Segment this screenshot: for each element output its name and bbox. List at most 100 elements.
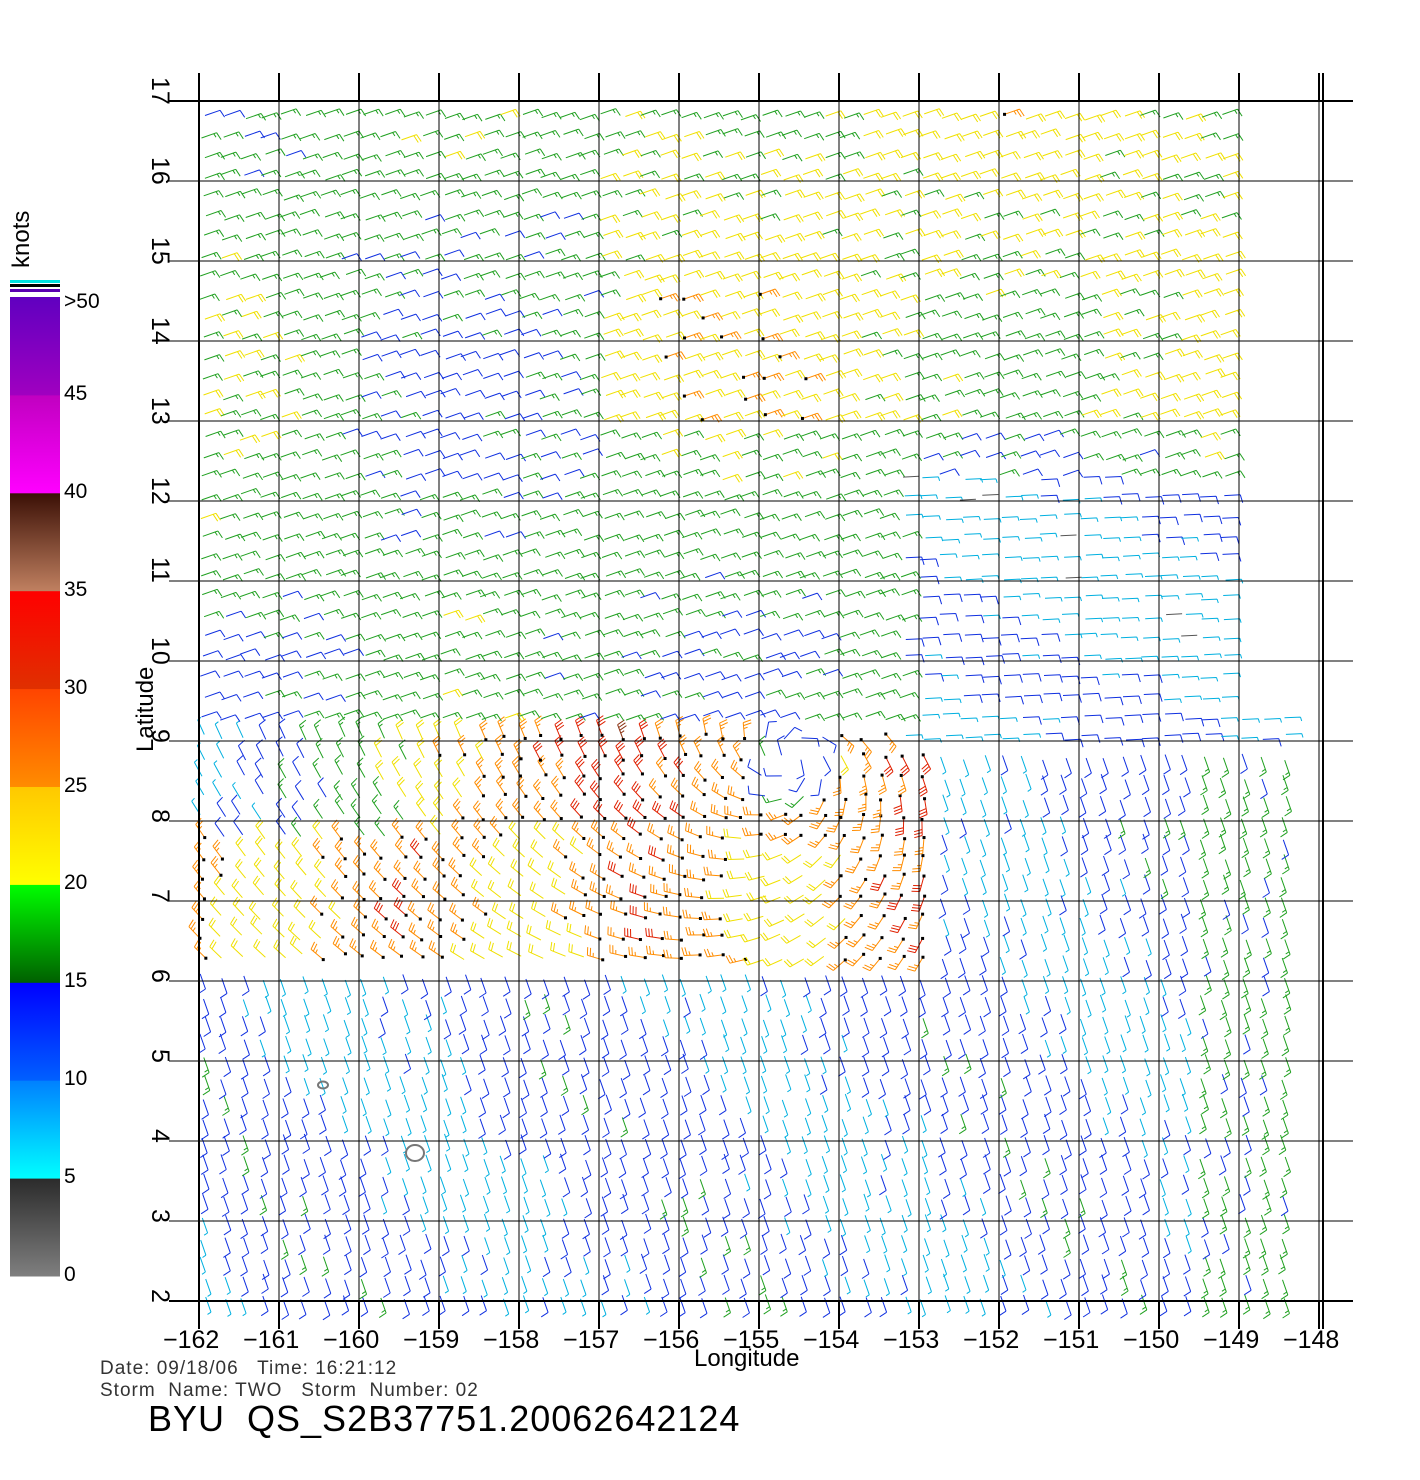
wind-barb <box>843 609 864 618</box>
wind-barb <box>684 1015 691 1034</box>
wind-barb <box>482 608 504 616</box>
wind-barb <box>1023 1137 1031 1158</box>
wind-barb <box>201 1217 209 1236</box>
wind-barb <box>901 1258 908 1277</box>
wind-barb <box>878 774 887 796</box>
wind-barb <box>239 590 261 599</box>
wind-barb-dot <box>883 892 887 896</box>
wind-barb <box>945 193 966 203</box>
wind-barb <box>445 1154 452 1173</box>
wind-barb <box>279 614 301 622</box>
wind-barb <box>904 189 926 199</box>
wind-barb <box>862 958 881 972</box>
wind-barb <box>522 1295 530 1314</box>
wind-barb-dot <box>461 816 465 820</box>
wind-barb <box>380 492 402 501</box>
wind-barb <box>424 1135 431 1154</box>
wind-barb <box>405 652 426 661</box>
wind-barb <box>740 1036 747 1055</box>
wind-barb <box>657 738 668 759</box>
wind-barb <box>960 449 981 458</box>
wind-barb <box>867 915 885 930</box>
wind-barb <box>1022 673 1042 682</box>
latitude-tick-label: 6 <box>146 969 174 983</box>
wind-barb <box>1019 1156 1028 1177</box>
wind-barb <box>603 1237 611 1258</box>
wind-barb <box>819 354 841 363</box>
wind-barb <box>1105 189 1127 199</box>
wind-barb <box>1043 228 1064 238</box>
wind-barb <box>583 534 605 542</box>
wind-barb <box>921 254 942 263</box>
wind-barb <box>840 755 849 776</box>
wind-barb <box>710 803 727 819</box>
longitude-tick-label: −162 <box>163 1326 220 1354</box>
wind-barb <box>1119 1055 1127 1074</box>
wind-barb <box>524 651 546 659</box>
wind-barb <box>944 576 963 582</box>
wind-barb <box>885 733 897 754</box>
wind-barb-dot <box>823 833 827 837</box>
wind-barb-dot <box>460 836 464 840</box>
wind-barb <box>824 648 845 657</box>
wind-barb <box>1018 1013 1027 1035</box>
wind-barb <box>385 291 406 299</box>
wind-barb <box>1079 1018 1087 1037</box>
wind-barb <box>841 410 862 420</box>
wind-barb <box>780 533 801 542</box>
wind-barb <box>685 609 707 617</box>
wind-barb <box>1098 1217 1107 1238</box>
wind-barb <box>1159 894 1167 915</box>
wind-barb <box>959 272 980 281</box>
wind-barb <box>604 512 625 521</box>
wind-barb <box>870 815 882 834</box>
longitude-tick-label: −148 <box>1283 1326 1340 1354</box>
wind-barb <box>321 1256 330 1277</box>
wind-barb <box>744 974 751 993</box>
wind-barb <box>1181 429 1203 438</box>
wind-barb <box>722 110 743 118</box>
wind-barb <box>1200 1278 1209 1299</box>
wind-barb <box>401 508 422 517</box>
wind-barb <box>470 878 485 897</box>
wind-barb <box>245 611 267 620</box>
wind-barb <box>922 352 943 361</box>
wind-barb <box>1022 874 1029 893</box>
wind-barb <box>721 1254 729 1275</box>
wind-barb <box>262 980 269 999</box>
wind-barb-dot <box>824 813 828 817</box>
wind-barb <box>364 1053 371 1072</box>
wind-barb <box>864 1297 872 1318</box>
wind-barb <box>1081 294 1103 302</box>
wind-barb <box>460 1115 467 1134</box>
wind-barb <box>1022 800 1029 819</box>
wind-barb <box>452 836 465 856</box>
wind-barb <box>1185 269 1206 279</box>
wind-barb <box>1099 1154 1108 1175</box>
wind-barb <box>908 913 924 930</box>
wind-barb <box>320 350 341 358</box>
colorbar-tick-label: 45 <box>64 381 88 405</box>
wind-barb <box>643 533 664 542</box>
wind-barb <box>1041 555 1059 561</box>
wind-barb <box>1201 1217 1209 1238</box>
wind-barb <box>641 1176 649 1197</box>
wind-barb <box>962 894 971 915</box>
wind-barb <box>841 1137 848 1156</box>
wind-barb <box>880 311 901 321</box>
wind-barb <box>1101 758 1109 779</box>
wind-barb <box>860 1156 868 1175</box>
wind-barb <box>402 331 423 340</box>
wind-barb <box>622 1098 631 1120</box>
wind-barb <box>1223 133 1244 141</box>
wind-barb <box>223 448 244 458</box>
wind-barb <box>489 815 502 836</box>
wind-barb <box>241 1237 250 1258</box>
wind-barb <box>687 843 704 857</box>
wind-barb <box>488 941 503 958</box>
wind-barb <box>961 878 969 897</box>
wind-barb <box>382 211 403 220</box>
wind-barb <box>1218 817 1227 838</box>
wind-barb <box>1262 838 1271 859</box>
wind-barb <box>265 148 286 156</box>
